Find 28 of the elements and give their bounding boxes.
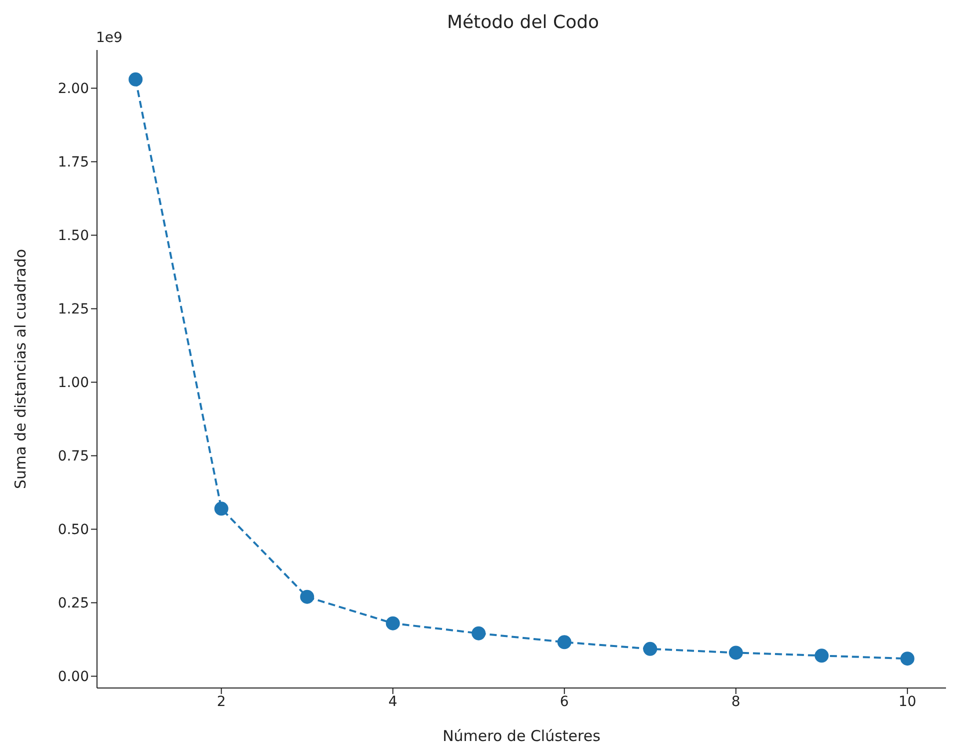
point [472,626,486,640]
point [557,635,572,650]
point [814,648,829,663]
y-tick-label: 1.75 [58,154,89,171]
y-tick-label: 0.25 [58,596,89,612]
y-tick-label: 0.75 [58,448,89,465]
chart-title: Método del Codo [446,12,600,33]
y-tick-label: 0.00 [58,669,89,686]
x-tick-label: 8 [731,694,740,710]
y-tick-label: 1.00 [58,375,89,392]
y-tick-label: 1.25 [58,302,89,318]
point [128,72,143,86]
point [386,616,400,630]
point [214,502,228,516]
x-tick-label: 4 [388,694,398,710]
y-tick-label: 2.00 [58,81,89,98]
point [643,642,658,656]
text: 1e9 [96,30,122,46]
y-tick-label: 1.50 [58,228,89,244]
x-tick-label: 10 [898,694,916,710]
point [728,646,743,660]
point [900,652,914,666]
x-axis-title: Número de Clústeres [442,727,601,745]
x-tick-label: 6 [560,694,569,710]
x-tick-label: 2 [216,694,226,710]
point [300,590,314,604]
y-tick-label: 0.50 [58,522,89,538]
y-axis-title: Suma de distancias al cuadrado [11,248,30,490]
